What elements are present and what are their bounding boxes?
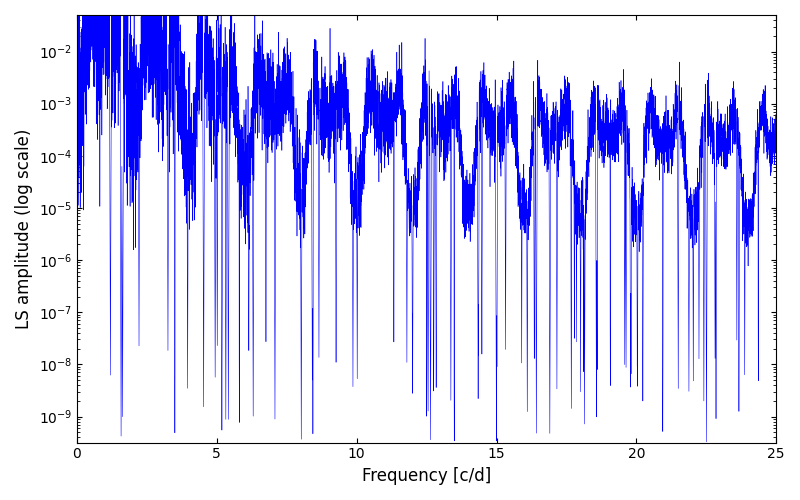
Y-axis label: LS amplitude (log scale): LS amplitude (log scale) [15,128,33,329]
X-axis label: Frequency [c/d]: Frequency [c/d] [362,467,491,485]
